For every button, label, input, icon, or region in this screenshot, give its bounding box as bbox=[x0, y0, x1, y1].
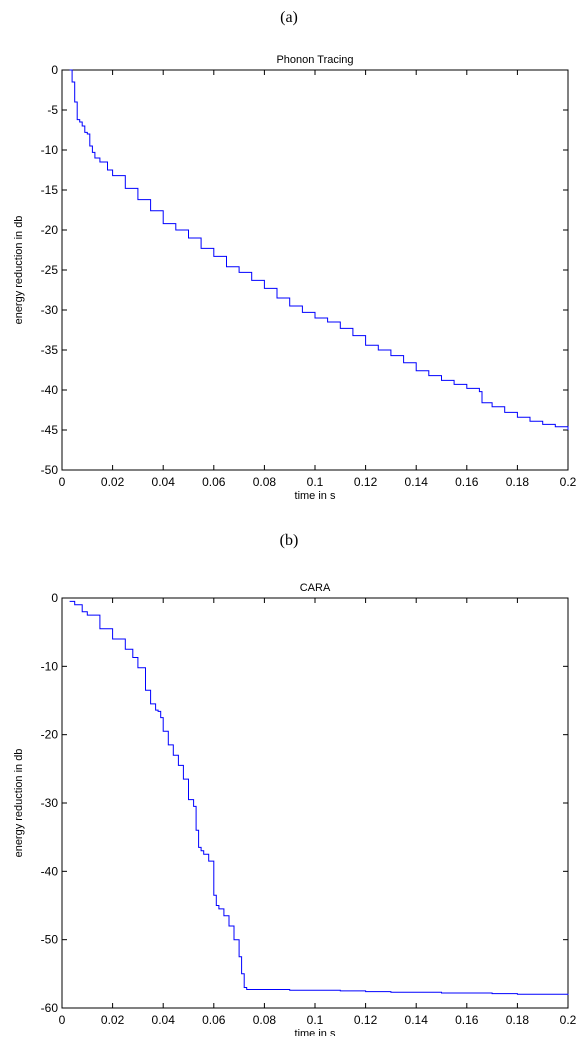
y-tick-label: -40 bbox=[41, 864, 59, 878]
x-tick-label: 0.12 bbox=[354, 475, 378, 489]
y-tick-label: 0 bbox=[51, 591, 58, 605]
x-tick-label: 0.1 bbox=[307, 1013, 324, 1027]
x-tick-label: 0.16 bbox=[455, 475, 479, 489]
x-tick-label: 0.02 bbox=[101, 475, 125, 489]
y-tick-label: -15 bbox=[41, 183, 59, 197]
y-tick-label: -30 bbox=[41, 303, 59, 317]
y-tick-label: -25 bbox=[41, 263, 59, 277]
series-line bbox=[69, 600, 569, 995]
x-tick-label: 0.04 bbox=[152, 1013, 176, 1027]
y-tick-label: -30 bbox=[41, 796, 59, 810]
y-axis-label: energy reduction in db bbox=[13, 749, 25, 858]
x-tick-label: 0.14 bbox=[405, 1013, 429, 1027]
axes-box bbox=[61, 69, 569, 471]
x-tick-label: 0.18 bbox=[506, 475, 530, 489]
x-tick-label: 0.2 bbox=[560, 1013, 577, 1027]
chart-title: CARA bbox=[300, 582, 331, 594]
y-tick-label: 0 bbox=[51, 63, 58, 77]
x-tick-label: 0.16 bbox=[455, 1013, 479, 1027]
y-tick-label: -60 bbox=[41, 1001, 59, 1015]
y-tick-label: -35 bbox=[41, 343, 59, 357]
y-tick-label: -50 bbox=[41, 933, 59, 947]
chart-phonon-tracing: Phonon Tracing 0 0.02 0.04 0.06 0.08 0.1 0.12 0.… bbox=[13, 54, 577, 502]
y-tick-label: -20 bbox=[41, 728, 59, 742]
x-tick-label: 0 bbox=[59, 475, 66, 489]
x-tick-label: 0 bbox=[59, 1013, 66, 1027]
x-tick-label: 0.08 bbox=[253, 1013, 277, 1027]
x-tick-label: 0.08 bbox=[253, 475, 277, 489]
panel-label-a: (a) bbox=[280, 9, 298, 26]
panel-label-b: (b) bbox=[280, 532, 299, 549]
x-axis-label: time in s bbox=[295, 1028, 336, 1036]
x-tick-label: 0.1 bbox=[307, 475, 324, 489]
x-tick-label: 0.06 bbox=[202, 475, 226, 489]
y-tick-label: -10 bbox=[41, 143, 59, 157]
y-tick-label: -5 bbox=[47, 103, 58, 117]
x-tick-label: 0.2 bbox=[560, 475, 577, 489]
y-tick-label: -45 bbox=[41, 423, 59, 437]
y-tick-label: -10 bbox=[41, 659, 59, 673]
x-tick-label: 0.14 bbox=[405, 475, 429, 489]
x-tick-label: 0.12 bbox=[354, 1013, 378, 1027]
x-tick-label: 0.18 bbox=[506, 1013, 530, 1027]
chart-cara: CARA 0 0.02 0.04 0.06 0.08 0.1 0.12 0.14 0.16 0.18… bbox=[13, 582, 577, 1040]
y-tick-label: -50 bbox=[41, 463, 59, 477]
x-axis-label: time in s bbox=[295, 490, 336, 502]
y-tick-label: -20 bbox=[41, 223, 59, 237]
chart-title: Phonon Tracing bbox=[276, 54, 353, 66]
series-line bbox=[69, 69, 569, 430]
x-tick-label: 0.02 bbox=[101, 1013, 125, 1027]
y-tick-label: -40 bbox=[41, 383, 59, 397]
x-tick-label: 0.06 bbox=[202, 1013, 226, 1027]
y-axis-label: energy reduction in db bbox=[13, 216, 25, 325]
x-tick-label: 0.04 bbox=[152, 475, 176, 489]
